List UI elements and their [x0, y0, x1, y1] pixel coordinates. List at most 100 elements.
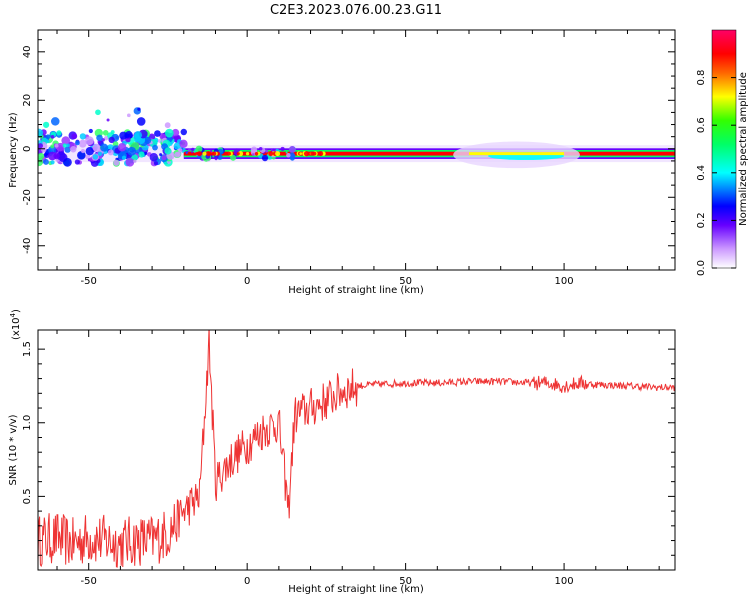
figure-title: C2E3.2023.076.00.23.G11	[270, 3, 442, 18]
heat-blob	[61, 136, 71, 145]
heat-blob	[64, 146, 71, 153]
y-tick-label: 0	[22, 146, 33, 152]
heat-blob	[285, 151, 288, 154]
heat-peak	[268, 151, 274, 157]
heat-blob	[38, 143, 44, 149]
heat-blob	[191, 151, 194, 154]
colorbar: 0.0 0.2 0.4 0.6 0.8 Normalized spectral ampl…	[696, 29, 749, 276]
heat-blob	[108, 136, 115, 144]
diffuse-line	[469, 152, 565, 156]
heat-blob	[149, 152, 159, 162]
heat-blob	[85, 136, 94, 146]
heat-blob	[95, 109, 101, 116]
heat-blob	[80, 148, 86, 154]
heat-peak	[236, 152, 240, 156]
snr-scale-label: (x104)	[9, 309, 22, 340]
colorbar-tick-label: 0.8	[696, 70, 707, 86]
heat-blob	[121, 155, 127, 160]
heat-blob	[74, 159, 80, 165]
spectrogram-frame	[37, 29, 676, 271]
heat-blob	[136, 117, 146, 126]
heat-blob	[63, 157, 72, 167]
heat-blob	[164, 128, 174, 138]
heat-peak	[202, 151, 207, 156]
heat-blob	[178, 148, 183, 153]
heat-blob	[191, 147, 195, 152]
heat-blob	[75, 140, 80, 146]
heat-blob	[46, 139, 50, 143]
heat-blob	[53, 152, 60, 160]
snr-ticks: -50 0 50 100 0.5 1.0 1.5	[22, 330, 675, 587]
heat-blob	[188, 148, 191, 152]
snr-series-line	[38, 330, 675, 568]
heat-blob	[70, 146, 77, 153]
heat-blob	[251, 153, 255, 156]
heat-blob	[92, 154, 99, 160]
heat-blob	[85, 154, 91, 160]
heat-blob	[110, 130, 115, 135]
heat-blob	[113, 159, 120, 166]
heat-blob	[50, 117, 60, 126]
heat-blob	[286, 153, 291, 158]
heat-blob	[261, 154, 269, 162]
heat-peak	[279, 151, 284, 156]
heat-blob	[177, 152, 181, 156]
heat-blob	[119, 131, 128, 140]
snr-frame	[37, 329, 676, 571]
snr-scale-base: (x10	[11, 317, 22, 340]
heat-blob	[62, 143, 67, 148]
heat-blob	[97, 140, 102, 144]
heat-peak	[205, 151, 211, 157]
heat-blob	[54, 143, 59, 148]
heat-peak	[245, 151, 250, 156]
spectrogram-x-axis-label: Height of straight line (km)	[288, 285, 424, 296]
heat-blob	[107, 149, 114, 156]
heat-blob	[126, 113, 131, 118]
heat-blob	[137, 107, 141, 111]
y-tick-label: -40	[22, 238, 33, 254]
heat-blob	[38, 152, 45, 160]
y-tick-label: -20	[22, 189, 33, 205]
heat-blob	[195, 145, 203, 153]
spectrogram-y-axis-label: Frequency (Hz)	[8, 112, 19, 188]
heat-blob	[97, 151, 103, 156]
heat-blob	[117, 143, 127, 152]
heat-blob	[92, 143, 101, 152]
heat-blob	[56, 130, 62, 136]
heat-blob	[288, 146, 296, 153]
heat-blob	[77, 150, 86, 160]
x-tick-label: 50	[399, 576, 412, 587]
colorbar-tick-label: 0.2	[696, 212, 707, 228]
heat-peak	[275, 151, 281, 157]
heat-blob	[38, 128, 44, 138]
heat-blob	[41, 147, 47, 153]
x-tick-label: 0	[244, 576, 250, 587]
heat-blob	[159, 153, 163, 157]
x-tick-label: -50	[81, 276, 97, 287]
heat-blob	[265, 149, 269, 153]
heat-blob	[179, 139, 188, 149]
x-tick-label: 100	[555, 576, 574, 587]
heat-blob	[103, 136, 109, 141]
x-tick-label: 100	[555, 276, 574, 287]
heat-peak	[254, 152, 259, 156]
heat-peak	[237, 150, 244, 157]
heat-peak	[310, 151, 315, 156]
heat-blob	[88, 128, 93, 134]
snr-y-axis-label: SNR (10 * v/v)	[8, 414, 19, 485]
y-tick-label: 20	[22, 94, 33, 107]
heat-blob	[164, 122, 171, 129]
heat-peak	[212, 151, 217, 156]
y-tick-label: 1.5	[22, 341, 33, 357]
colorbar-ticks: 0.0 0.2 0.4 0.6 0.8	[696, 70, 736, 276]
heat-peak	[299, 152, 303, 156]
heat-blob	[102, 130, 109, 136]
x-tick-label: -50	[81, 576, 97, 587]
spectrogram-panel: -50 0 50 100 -40 -20 0 20 40 Height of straight …	[8, 29, 676, 296]
colorbar-label: Normalized spectral amplitude	[738, 72, 749, 226]
heat-blob	[171, 128, 180, 137]
colorbar-tick-label: 0.4	[696, 165, 707, 181]
snr-panel: -50 0 50 100 0.5 1.0 1.5 Height of straight li…	[8, 309, 676, 595]
colorbar-tick-label: 0.6	[696, 117, 707, 133]
